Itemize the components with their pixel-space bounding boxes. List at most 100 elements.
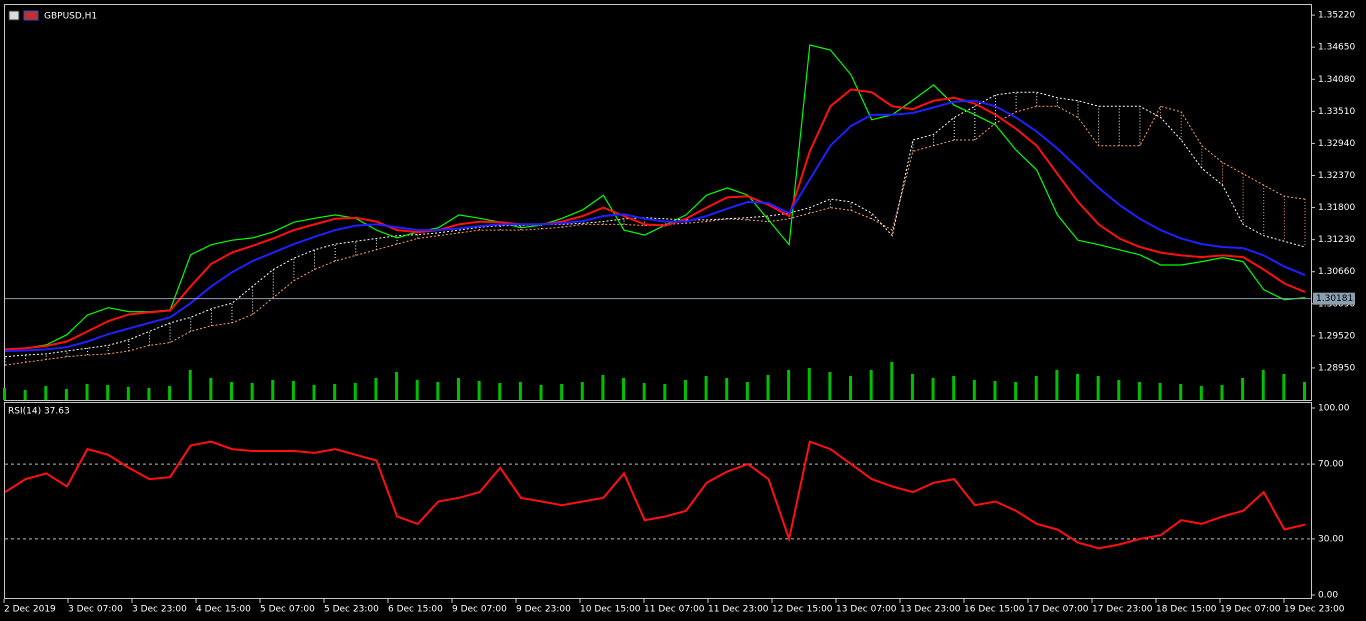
volume-bar	[23, 390, 27, 400]
x-tick-label: 5 Dec 07:00	[260, 605, 315, 615]
volume-bar	[395, 372, 399, 400]
x-tick-label: 18 Dec 15:00	[1156, 605, 1217, 615]
volume-bar	[456, 378, 460, 400]
volume-bar	[229, 382, 233, 400]
volume-bar	[869, 370, 873, 400]
volume-bar	[849, 376, 853, 400]
x-tick-label: 5 Dec 23:00	[324, 605, 379, 615]
volume-bar	[560, 384, 564, 400]
y-tick-label: 1.29520	[1318, 331, 1355, 341]
y-tick-label: 1.31800	[1318, 203, 1355, 213]
volume-bar	[1241, 378, 1245, 400]
volume-bar	[622, 378, 626, 400]
volume-bar	[1096, 376, 1100, 400]
x-tick-label: 9 Dec 23:00	[516, 605, 571, 615]
y-tick-label: 100.00	[1318, 404, 1350, 414]
x-tick-label: 6 Dec 15:00	[388, 605, 443, 615]
x-tick-label: 11 Dec 07:00	[644, 605, 705, 615]
volume-bar	[498, 383, 502, 400]
y-tick-label: 1.32370	[1318, 171, 1355, 181]
volume-bar	[106, 385, 110, 400]
volume-bar	[828, 372, 832, 400]
series-line	[4, 105, 1306, 366]
volume-bar	[993, 381, 997, 400]
y-tick-label: 1.34080	[1318, 75, 1355, 85]
y-tick-label: 70.00	[1318, 460, 1344, 470]
series-line	[4, 88, 1306, 351]
x-tick-label: 9 Dec 07:00	[452, 605, 507, 615]
volume-bar	[1179, 384, 1183, 400]
y-tick-label: 30.00	[1318, 534, 1344, 544]
x-tick-label: 19 Dec 07:00	[1220, 605, 1281, 615]
volume-bar	[291, 381, 295, 400]
volume-bar	[3, 388, 6, 400]
volume-bar	[1282, 374, 1286, 400]
volume-bar	[601, 375, 605, 400]
price-tag-label: 1.30181	[1316, 294, 1353, 304]
series-line	[4, 44, 1306, 351]
x-tick-label: 10 Dec 15:00	[580, 605, 641, 615]
series-line	[4, 91, 1306, 358]
volume-bar	[1158, 383, 1162, 400]
volume-bar	[683, 380, 687, 400]
volume-bar	[663, 384, 667, 400]
rsi-title: RSI(14) 37.63	[8, 407, 70, 417]
volume-bar	[44, 386, 48, 400]
y-tick-label: 1.33510	[1318, 107, 1355, 117]
volume-bar	[1137, 382, 1141, 400]
x-tick-label: 11 Dec 23:00	[708, 605, 769, 615]
volume-bar	[374, 378, 378, 400]
volume-bar	[890, 362, 894, 400]
volume-bar	[333, 384, 337, 400]
y-tick-label: 1.28950	[1318, 363, 1355, 373]
volume-bar	[64, 389, 68, 400]
volume-bar	[580, 382, 584, 400]
volume-bar	[271, 380, 275, 400]
y-tick-label: 1.34650	[1318, 43, 1355, 53]
volume-bar	[518, 382, 522, 400]
volume-bar	[704, 376, 708, 400]
volume-bar	[126, 387, 130, 400]
volume-bar	[539, 385, 543, 400]
volume-bar	[807, 368, 811, 400]
y-tick-label: 1.31230	[1318, 235, 1355, 245]
volume-bar	[972, 380, 976, 400]
series-line	[4, 99, 1306, 352]
x-tick-label: 2 Dec 2019	[4, 605, 56, 615]
y-tick-label: 1.30660	[1318, 267, 1355, 277]
rsi-panel-frame	[4, 402, 1312, 599]
icon-chart	[8, 10, 20, 21]
volume-bar	[415, 380, 419, 400]
volume-bar	[312, 385, 316, 400]
volume-bar	[1055, 370, 1059, 400]
x-tick-label: 3 Dec 07:00	[68, 605, 123, 615]
volume-bar	[766, 375, 770, 400]
volume-bar	[250, 383, 254, 400]
volume-bar	[436, 382, 440, 400]
volume-bar	[787, 370, 791, 400]
y-tick-label: 1.32940	[1318, 139, 1355, 149]
volume-bar	[1303, 382, 1306, 400]
x-tick-label: 13 Dec 07:00	[836, 605, 897, 615]
chart-title: GBPUSD,H1	[44, 12, 97, 22]
x-tick-label: 17 Dec 07:00	[1028, 605, 1089, 615]
x-tick-label: 16 Dec 15:00	[964, 605, 1025, 615]
volume-bar	[353, 383, 357, 400]
volume-bar	[1034, 376, 1038, 400]
volume-bar	[931, 378, 935, 400]
icon-flag	[23, 10, 39, 21]
volume-bar	[642, 383, 646, 400]
x-tick-label: 3 Dec 23:00	[132, 605, 187, 615]
price-panel-frame	[4, 4, 1312, 401]
volume-bar	[147, 388, 151, 400]
x-tick-label: 4 Dec 15:00	[196, 605, 251, 615]
volume-bar	[1261, 370, 1265, 400]
price-tag	[1313, 292, 1355, 305]
volume-bar	[1014, 382, 1018, 400]
volume-bar	[745, 382, 749, 400]
volume-bar	[1220, 385, 1224, 400]
x-tick-label: 17 Dec 23:00	[1092, 605, 1153, 615]
series-line	[4, 440, 1306, 550]
volume-bar	[85, 384, 89, 400]
